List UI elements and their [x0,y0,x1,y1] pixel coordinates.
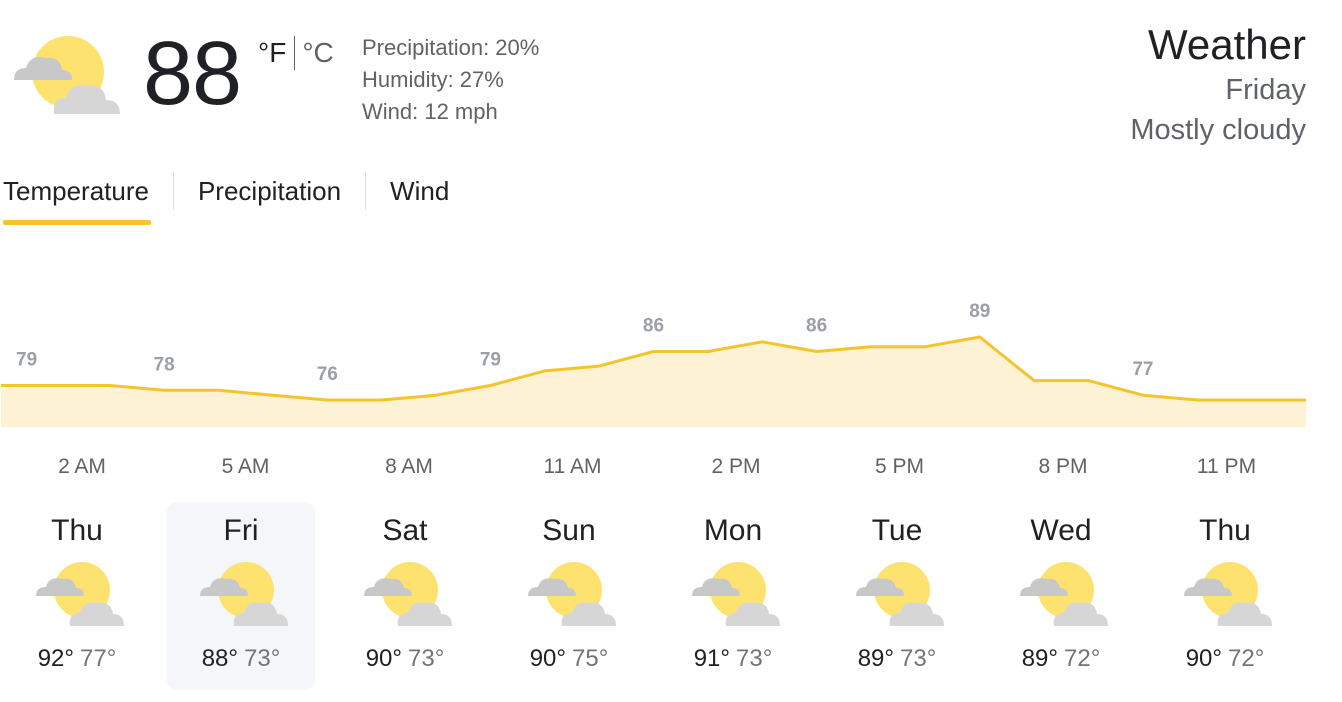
forecast-temps: 90° 73° [331,642,479,676]
partly-cloudy-icon [36,562,124,626]
forecast-day-name: Tue [871,514,923,547]
forecast-high: 91° [693,645,730,672]
temperature-line [1,335,1306,402]
fahrenheit-button[interactable]: °F [258,37,287,68]
forecast-day-6[interactable]: Wed 89° 72° [987,502,1135,690]
forecast-high: 89° [857,645,894,672]
forecast-high: 89° [1021,645,1058,672]
forecast-day-5[interactable]: Tue 89° 73° [823,502,971,690]
tab-divider [365,172,367,210]
partly-cloudy-icon [692,562,780,626]
value-label: 86 [643,316,664,337]
forecast-day-name: Sun [542,514,596,547]
forecast-low: 73° [244,645,281,672]
wind-text: Wind: 12 mph [362,99,498,124]
value-label: 76 [317,364,338,385]
time-label: 8 AM [385,455,433,478]
forecast-low: 73° [408,645,445,672]
forecast-high: 88° [201,645,238,672]
forecast-day-0[interactable]: Thu 92° 77° [3,502,151,690]
value-labels: 79 78 76 79 86 86 89 77 [16,301,1153,385]
humidity-text: Humidity: 27% [362,67,504,92]
forecast-low: 73° [736,645,773,672]
forecast-low: 72° [1228,645,1265,672]
chart-tabs: Temperature Precipitation Wind [0,168,451,230]
forecast-high: 90° [365,645,402,672]
partly-cloudy-icon [528,562,616,626]
tab-wind[interactable]: Wind [390,176,450,206]
forecast-low: 72° [1064,645,1101,672]
forecast-temps: 88° 73° [167,642,315,676]
forecast-day-name: Wed [1030,514,1092,547]
current-day: Friday [1225,74,1306,106]
current-details: Precipitation: 20% Humidity: 27% Wind: 1… [362,32,539,128]
partly-cloudy-icon [1184,562,1272,626]
forecast-temps: 90° 75° [495,642,643,676]
temperature-area [1,337,1306,427]
time-labels: 2 AM 5 AM 8 AM 11 AM 2 PM 5 PM 8 PM 11 PM [58,455,1256,478]
daily-forecast: Thu 92° 77° Fri 88° 73° Sat 90° 73° Sun 90° 75° Mon 9… [0,500,1342,700]
forecast-high: 90° [1185,645,1222,672]
tab-precipitation[interactable]: Precipitation [197,176,342,206]
value-label: 79 [480,350,501,371]
forecast-low: 73° [900,645,937,672]
forecast-day-1[interactable]: Fri 88° 73° [167,502,315,690]
forecast-day-name: Fri [223,514,259,547]
forecast-temps: 89° 73° [823,642,971,676]
forecast-temps: 90° 72° [1151,642,1299,676]
forecast-day-3[interactable]: Sun 90° 75° [495,502,643,690]
forecast-day-name: Thu [1199,514,1251,547]
value-label: 79 [16,350,37,371]
forecast-temps: 91° 73° [659,642,807,676]
value-label: 89 [969,301,990,322]
forecast-day-7[interactable]: Thu 90° 72° [1151,502,1299,690]
value-label: 77 [1132,359,1153,380]
celsius-button[interactable]: °C [302,37,334,68]
partly-cloudy-icon [1020,562,1108,626]
time-label: 5 PM [875,455,924,478]
time-label: 5 AM [222,455,270,478]
time-label: 11 PM [1197,455,1256,478]
precipitation-text: Precipitation: 20% [362,35,540,60]
unit-toggle: °F °C [258,36,334,70]
value-label: 78 [154,354,175,375]
time-label: 2 AM [58,455,106,478]
time-label: 11 AM [544,455,602,478]
forecast-temps: 89° 72° [987,642,1135,676]
partly-cloudy-icon [200,562,288,626]
weather-title: Weather [1148,21,1306,68]
forecast-day-name: Thu [51,514,103,547]
forecast-high: 90° [529,645,566,672]
time-label: 8 PM [1038,455,1087,478]
time-label: 2 PM [711,455,760,478]
forecast-low: 75° [572,645,609,672]
forecast-temps: 92° 77° [3,642,151,676]
current-temperature: 88 [143,24,242,124]
forecast-day-name: Sat [382,514,428,547]
unit-divider [294,36,296,70]
tab-divider [172,172,174,210]
temperature-chart[interactable]: 79 78 76 79 86 86 89 77 2 AM 5 AM 8 AM 11 AM 2 PM 5 … [0,280,1342,480]
forecast-high: 92° [37,645,74,672]
partly-cloudy-icon [14,36,120,114]
forecast-day-name: Mon [703,514,763,547]
forecast-day-4[interactable]: Mon 91° 73° [659,502,807,690]
partly-cloudy-icon [856,562,944,626]
forecast-low: 77° [80,645,117,672]
value-label: 86 [806,316,827,337]
title-block: Weather Friday Mostly cloudy [1130,20,1306,150]
tab-temperature[interactable]: Temperature [1,168,151,225]
partly-cloudy-icon [364,562,452,626]
forecast-day-2[interactable]: Sat 90° 73° [331,502,479,690]
current-condition: Mostly cloudy [1130,114,1306,146]
